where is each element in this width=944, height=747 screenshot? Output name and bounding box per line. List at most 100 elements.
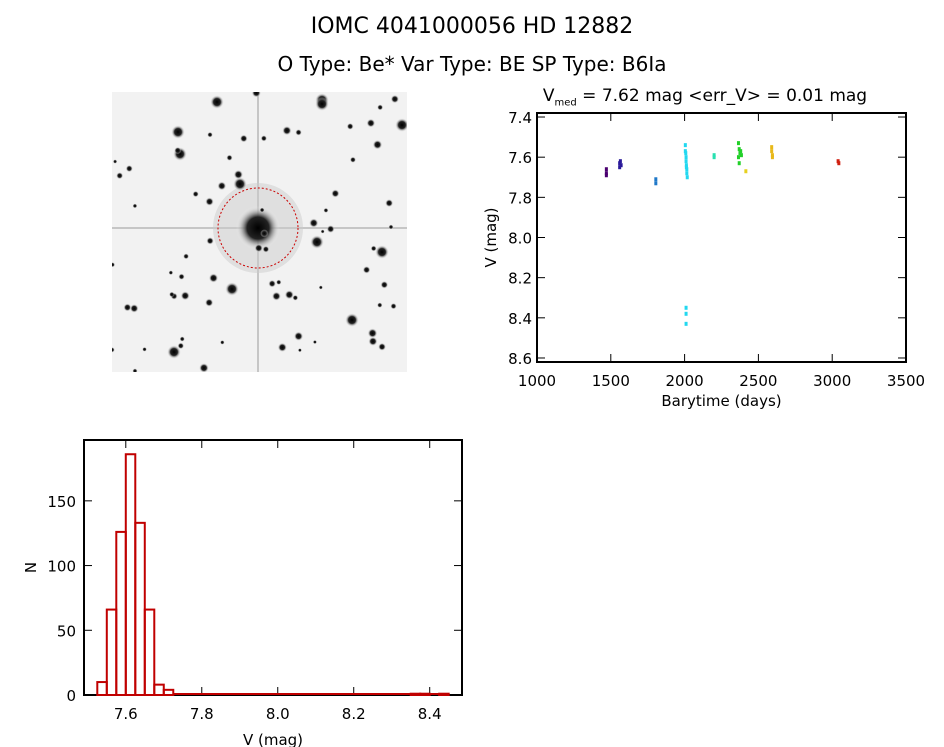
star: [205, 197, 214, 206]
star: [310, 235, 324, 249]
star: [376, 302, 383, 308]
data-point: [685, 175, 689, 180]
data-point: [684, 305, 688, 310]
star: [112, 262, 116, 268]
x-tick-label: 7.8: [190, 705, 214, 723]
star: [390, 302, 397, 310]
target-star: [236, 206, 280, 250]
histogram-bar: [409, 692, 422, 696]
star: [385, 198, 394, 208]
star: [226, 154, 233, 161]
data-point: [683, 149, 687, 154]
y-tick-label: 7.6: [508, 149, 532, 167]
data-point: [618, 165, 622, 170]
star: [284, 290, 295, 300]
x-tick-label: 3000: [813, 372, 851, 390]
star: [217, 181, 227, 191]
star: [178, 273, 185, 280]
data-point: [744, 169, 748, 174]
x-axis-label: Barytime (days): [661, 392, 781, 410]
data-point: [684, 163, 688, 168]
x-tick-label: 8.2: [342, 705, 366, 723]
star: [180, 291, 190, 301]
star: [233, 177, 247, 191]
x-tick-label: 1000: [518, 372, 556, 390]
star: [177, 342, 185, 350]
y-tick-label: 8.0: [508, 230, 532, 248]
data-point: [654, 177, 658, 182]
x-tick-label: 2000: [666, 372, 704, 390]
star: [275, 279, 282, 286]
data-point: [770, 145, 774, 150]
x-tick-label: 1500: [592, 372, 630, 390]
star: [206, 237, 214, 245]
y-axis-label: N: [22, 562, 40, 573]
star: [112, 159, 118, 164]
star: [225, 282, 239, 296]
title-sub: med: [554, 97, 577, 109]
data-point: [604, 171, 608, 176]
star: [318, 285, 323, 290]
light-curve-frame: [536, 112, 907, 363]
data-point: [770, 155, 774, 160]
star: [251, 92, 262, 98]
data-point: [712, 153, 716, 158]
star: [362, 265, 371, 274]
data-point: [739, 153, 743, 158]
star-types: O Type: Be* Var Type: BE SP Type: B6Ia: [277, 52, 667, 76]
data-point: [684, 165, 688, 170]
star: [210, 95, 224, 109]
y-tick-label: 8.2: [508, 270, 532, 288]
star: [259, 207, 265, 213]
y-tick-label: 7.4: [508, 109, 532, 127]
y-tick-label: 50: [57, 622, 76, 640]
star: [315, 97, 329, 111]
y-tick-label: 8.4: [508, 310, 532, 328]
star: [331, 189, 340, 198]
data-point: [604, 167, 608, 172]
histogram-bar: [124, 453, 137, 697]
histogram-frame: [83, 439, 463, 696]
data-point: [684, 311, 688, 316]
data-point: [737, 147, 741, 152]
star: [260, 135, 268, 142]
histogram-bar: [153, 683, 165, 696]
star: [271, 291, 282, 301]
star: [116, 172, 124, 180]
x-tick-label: 3500: [887, 372, 925, 390]
star: [395, 118, 407, 132]
title-rest: = 7.62 mag <err_V> = 0.01 mag: [576, 86, 868, 106]
title-v: V: [542, 86, 555, 106]
y-tick-label: 150: [47, 493, 76, 511]
star-title: IOMC 4041000056 HD 12882: [310, 14, 634, 39]
x-tick-label: 8.4: [418, 705, 442, 723]
star: [219, 340, 225, 345]
data-point: [604, 173, 608, 178]
star: [375, 245, 389, 259]
light-curve-title: Vmed = 7.62 mag <err_V> = 0.01 mag: [485, 86, 925, 108]
star: [377, 104, 384, 111]
star: [370, 245, 377, 252]
star: [295, 129, 302, 136]
star: [167, 345, 181, 359]
data-point: [619, 163, 623, 168]
data-point: [684, 151, 688, 156]
data-point: [683, 143, 687, 148]
histogram-bar: [134, 521, 146, 697]
star: [239, 134, 248, 143]
star: [297, 348, 302, 353]
data-point: [685, 167, 689, 172]
star: [207, 131, 213, 138]
x-tick-label: 2500: [739, 372, 777, 390]
star: [254, 243, 264, 253]
star: [192, 190, 199, 198]
sky-image: [112, 92, 407, 372]
y-tick-label: 7.8: [508, 189, 532, 207]
data-point: [836, 159, 840, 164]
star: [345, 313, 359, 327]
data-point: [770, 149, 774, 154]
histogram-bar: [419, 692, 431, 696]
data-point: [654, 181, 658, 186]
data-point: [736, 155, 740, 160]
